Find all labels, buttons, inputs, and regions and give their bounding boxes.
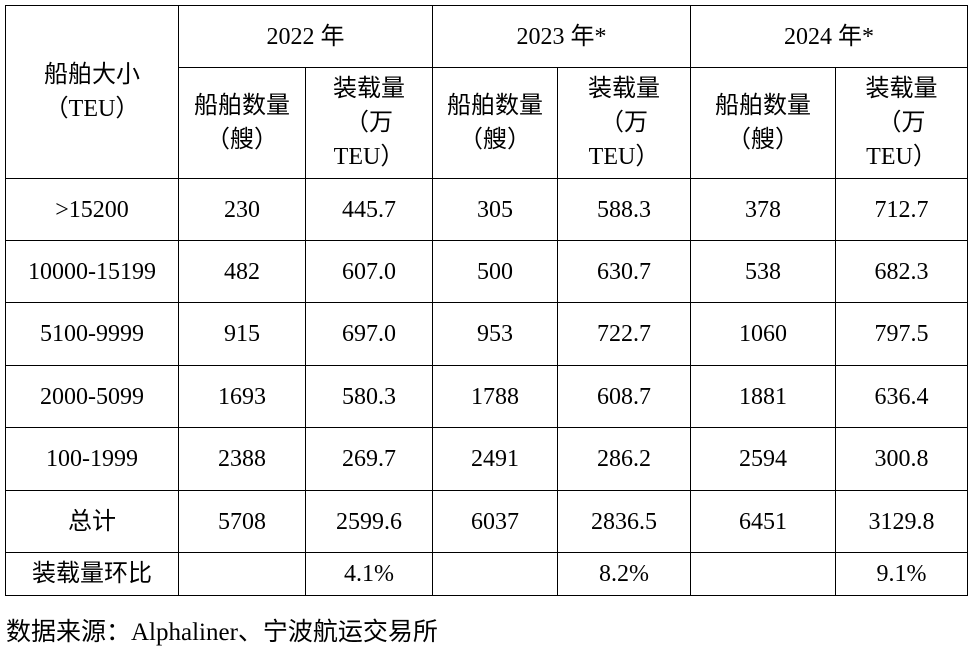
- cell-line: （万: [600, 110, 648, 136]
- cell: 608.7: [557, 365, 691, 428]
- cell: 607.0: [305, 240, 433, 303]
- cell: [178, 552, 306, 596]
- cell: 1788: [432, 365, 558, 428]
- table-row: 10000-15199 482 607.0 500 630.7 538 682.3: [5, 240, 968, 303]
- cell-line: （万: [345, 110, 393, 136]
- sub-header: 船舶数量 （艘）: [432, 67, 558, 179]
- cell: 300.8: [835, 427, 968, 491]
- cell: 305: [432, 178, 558, 241]
- sub-header: 装载量 （万 TEU）: [835, 67, 968, 179]
- cell-line: TEU）: [588, 144, 660, 170]
- cell-line: （艘）: [727, 127, 799, 153]
- cell: 797.5: [835, 302, 968, 366]
- sub-header: 装载量 （万 TEU）: [305, 67, 433, 179]
- table-row: 5100-9999 915 697.0 953 722.7 1060 797.5: [5, 302, 968, 366]
- row-label: 100-1999: [5, 427, 179, 491]
- cell: 2388: [178, 427, 306, 491]
- table-row: >15200 230 445.7 305 588.3 378 712.7: [5, 178, 968, 241]
- cell: [690, 552, 836, 596]
- table-row: 总计 5708 2599.6 6037 2836.5 6451 3129.8: [5, 490, 968, 553]
- cell-line: TEU）: [333, 144, 405, 170]
- row-label: >15200: [5, 178, 179, 241]
- row-label: 总计: [5, 490, 179, 553]
- cell-line: （艘）: [459, 127, 531, 153]
- cell: 6037: [432, 490, 558, 553]
- cell: 230: [178, 178, 306, 241]
- cell: 378: [690, 178, 836, 241]
- cell-line: （万: [877, 110, 926, 136]
- cell: 538: [690, 240, 836, 303]
- cell: 269.7: [305, 427, 433, 491]
- year-header: 2024 年*: [690, 5, 968, 68]
- row-label: 5100-9999: [5, 302, 179, 366]
- cell: 588.3: [557, 178, 691, 241]
- row-label: 10000-15199: [5, 240, 179, 303]
- cell: 2594: [690, 427, 836, 491]
- table-row: 装载量环比 4.1% 8.2% 9.1%: [5, 552, 968, 596]
- cell: 6451: [690, 490, 836, 553]
- sub-header: 船舶数量 （艘）: [178, 67, 306, 179]
- table-row: 2000-5099 1693 580.3 1788 608.7 1881 636.4: [5, 365, 968, 428]
- cell: 2599.6: [305, 490, 433, 553]
- cell: 697.0: [305, 302, 433, 366]
- cell: 953: [432, 302, 558, 366]
- cell: 500: [432, 240, 558, 303]
- row-label: 装载量环比: [5, 552, 179, 596]
- cell-line: 装载量: [865, 76, 938, 102]
- cell: [432, 552, 558, 596]
- data-table: 船舶大小 （TEU） 2022 年 2023 年* 2024 年* 船舶数量 （艘） 装载量 （…: [5, 5, 968, 596]
- table-row: 船舶大小 （TEU） 2022 年 2023 年* 2024 年*: [5, 5, 968, 179]
- cell: 1881: [690, 365, 836, 428]
- source-note: 数据来源：Alphaliner、宁波航运交易所: [6, 619, 438, 646]
- table-row: 船舶数量 （艘） 装载量 （万 TEU） 船舶数量 （艘） 装载量 （万 TEU） 船舶数量 （艘） 装…: [6, 67, 968, 179]
- cell-line: 装载量: [333, 76, 405, 102]
- cell: 1060: [690, 302, 836, 366]
- cell: 1693: [178, 365, 306, 428]
- sub-header: 船舶数量 （艘）: [690, 67, 836, 179]
- year-header: 2023 年*: [432, 5, 691, 68]
- cell: 915: [178, 302, 306, 366]
- cell-line: TEU）: [866, 144, 937, 170]
- cell-line: （艘）: [206, 127, 278, 153]
- cell: 3129.8: [835, 490, 968, 553]
- table-row: 100-1999 2388 269.7 2491 286.2 2594 300.8: [5, 427, 968, 491]
- year-header: 2022 年: [178, 5, 433, 68]
- cell: 5708: [178, 490, 306, 553]
- cell: 2836.5: [557, 490, 691, 553]
- cell-line: 装载量: [588, 76, 660, 102]
- cell: 4.1%: [305, 552, 433, 596]
- cell: 712.7: [835, 178, 968, 241]
- cell: 9.1%: [835, 552, 968, 596]
- row-label: 2000-5099: [5, 365, 179, 428]
- cell: 2491: [432, 427, 558, 491]
- corner-header: 船舶大小 （TEU）: [5, 5, 179, 179]
- cell: 8.2%: [557, 552, 691, 596]
- cell: 286.2: [557, 427, 691, 491]
- cell: 630.7: [557, 240, 691, 303]
- cell-line: 船舶数量: [715, 93, 811, 119]
- cell: 482: [178, 240, 306, 303]
- cell-line: 船舶数量: [447, 93, 543, 119]
- cell-line: （TEU）: [44, 96, 140, 122]
- cell-line: 船舶数量: [194, 93, 290, 119]
- cell: 682.3: [835, 240, 968, 303]
- cell: 722.7: [557, 302, 691, 366]
- cell: 580.3: [305, 365, 433, 428]
- sub-header: 装载量 （万 TEU）: [557, 67, 691, 179]
- cell: 636.4: [835, 365, 968, 428]
- cell: 445.7: [305, 178, 433, 241]
- cell-line: 船舶大小: [44, 62, 140, 88]
